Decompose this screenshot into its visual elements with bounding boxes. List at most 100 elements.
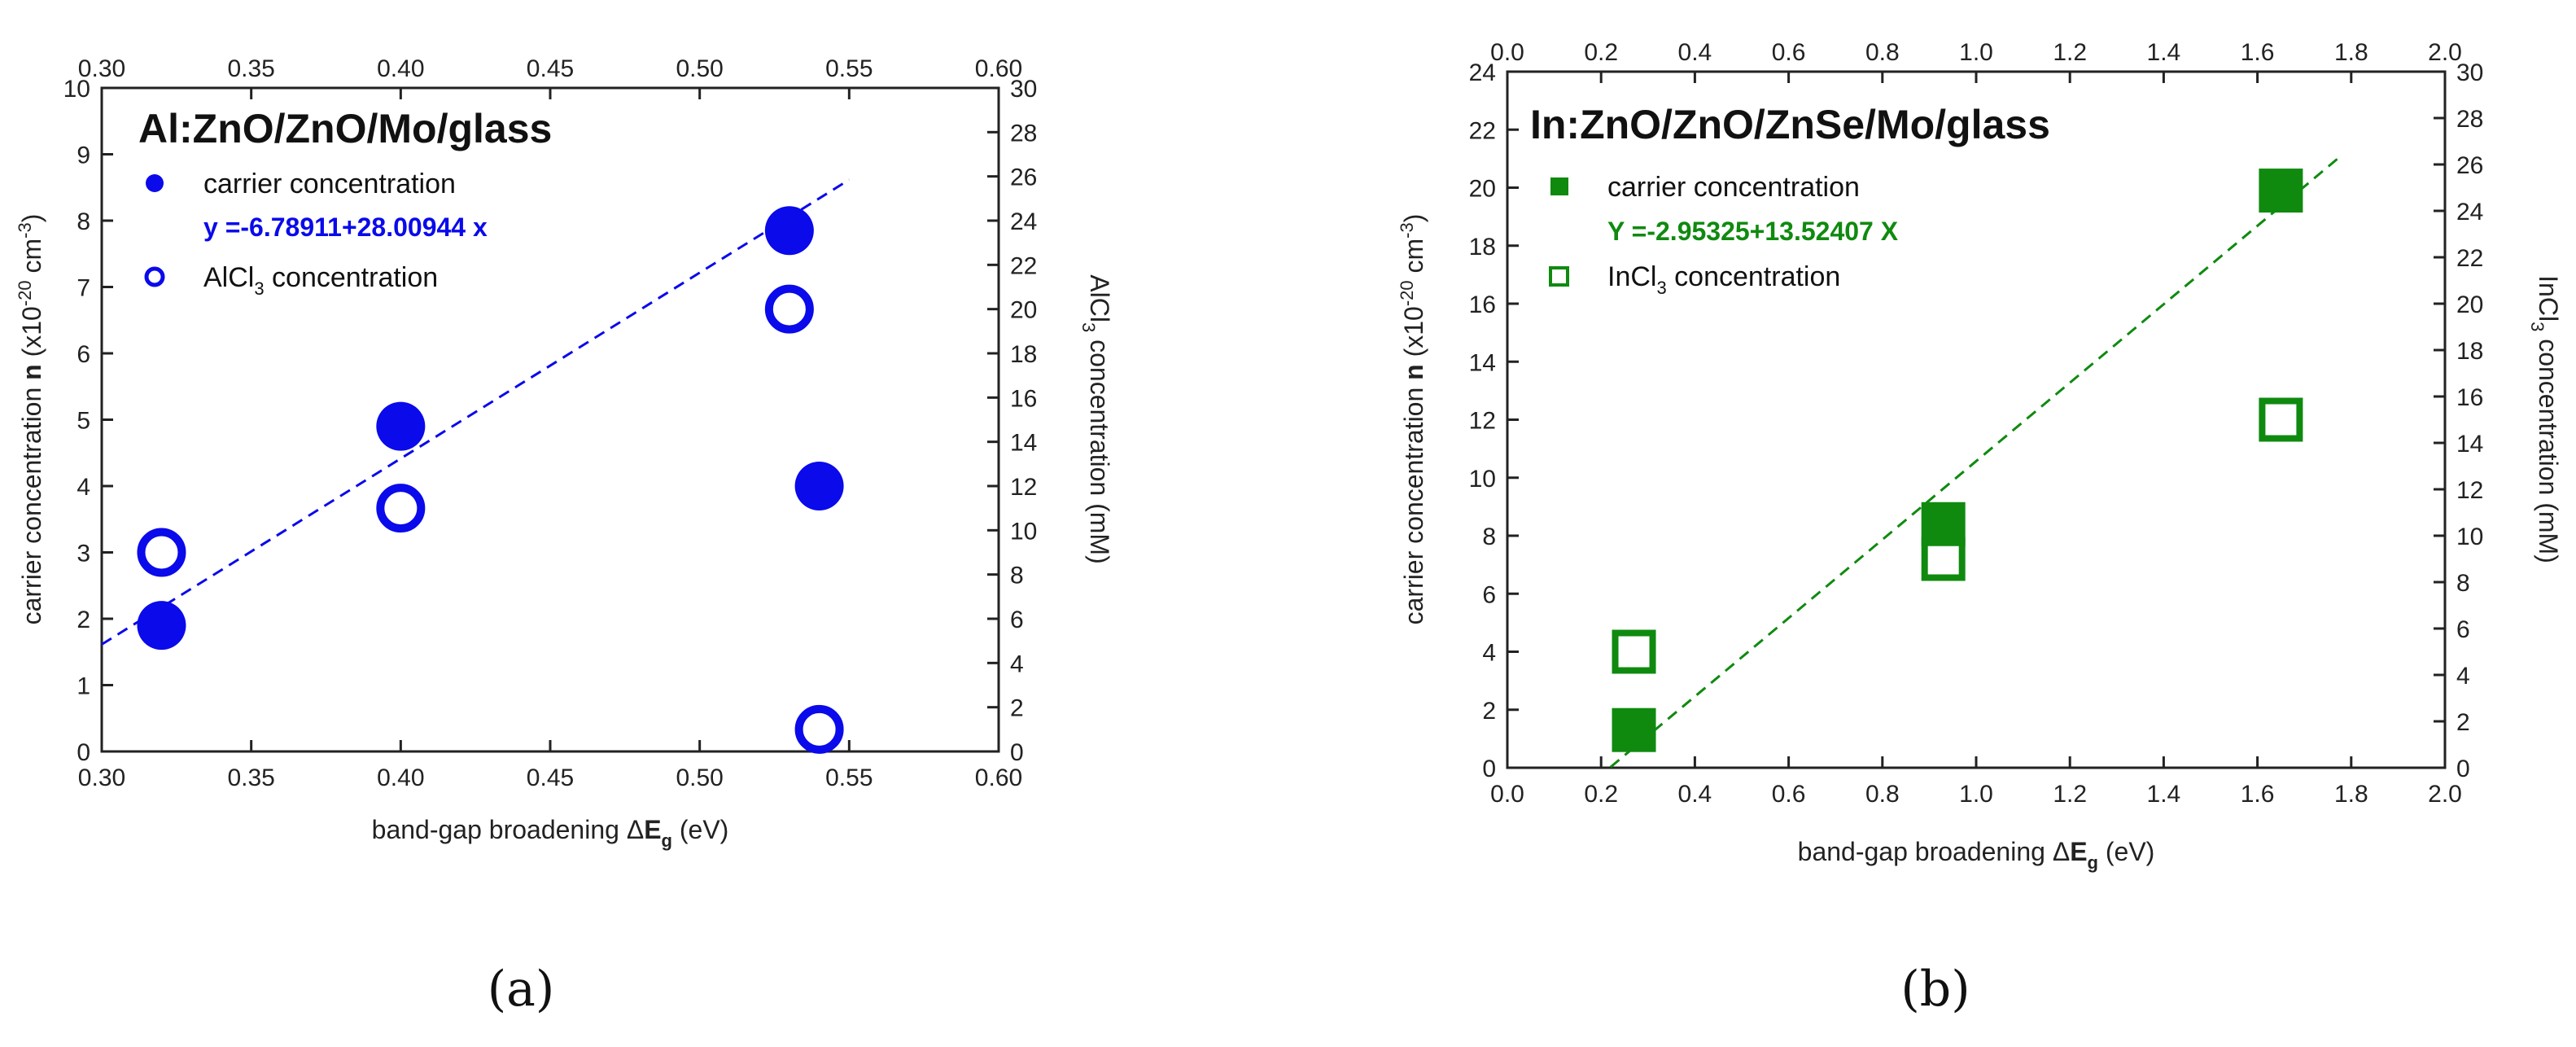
y2-tick-label-right: 16 — [2456, 384, 2483, 411]
y2-tick-label-right: 8 — [1010, 563, 1024, 589]
legend-open-square-icon — [1549, 266, 1569, 287]
y2-tick-label-right: 26 — [1010, 164, 1037, 191]
caption-b: (b) — [1900, 961, 1970, 1018]
y-axis-label-a: carrier concentration n (x10-20 cm-3) — [15, 214, 46, 625]
x-tick-label-top: 0.55 — [825, 55, 873, 82]
data-point-carrier — [376, 401, 426, 451]
y2-axis-label-a: AlCl3 concentration (mM) — [1078, 274, 1114, 563]
y-tick-label-left: 18 — [1469, 234, 1496, 261]
legend-salt-a: AlCl3 concentration — [203, 262, 438, 299]
y2-tick-label-right: 18 — [2456, 338, 2483, 365]
x-tick-label-top: 1.0 — [1959, 39, 1993, 66]
y-tick-label-left: 8 — [77, 208, 90, 235]
x-tick-label-bottom: 0.50 — [676, 764, 723, 791]
y-tick-label-left: 4 — [1482, 640, 1496, 667]
y2-tick-label-right: 12 — [2456, 477, 2483, 504]
y2-tick-label-right: 14 — [2456, 431, 2483, 458]
x-tick-label-bottom: 1.4 — [2147, 781, 2181, 808]
legend-filled-circle-icon — [146, 174, 164, 192]
y2-axis-label-b: InCl3 concentration (mM) — [2527, 275, 2563, 563]
x-axis-label-b: band-gap broadening ΔEg (eV) — [1798, 837, 2155, 873]
y2-tick-label-right: 12 — [1010, 474, 1037, 501]
data-point-salt — [1612, 629, 1656, 674]
x-tick-label-bottom: 0.60 — [975, 764, 1022, 791]
x-tick-label-top: 0.50 — [676, 55, 723, 82]
y-tick-label-left: 6 — [1482, 581, 1496, 608]
x-tick-label-top: 0.30 — [78, 55, 125, 82]
x-tick-label-top: 0.35 — [227, 55, 274, 82]
y2-tick-label-right: 4 — [1010, 651, 1024, 677]
y2-tick-label-right: 20 — [1010, 297, 1037, 324]
x-tick-label-top: 0.4 — [1678, 39, 1712, 66]
y2-tick-label-right: 6 — [1010, 607, 1024, 633]
caption-a: (a) — [488, 961, 555, 1018]
x-tick-label-top: 0.0 — [1490, 39, 1524, 66]
x-tick-label-top: 2.0 — [2428, 39, 2462, 66]
x-tick-label-top: 1.2 — [2053, 39, 2087, 66]
x-tick-label-bottom: 0.40 — [377, 764, 424, 791]
data-point-salt — [2259, 397, 2303, 442]
x-tick-label-top: 0.60 — [975, 55, 1022, 82]
data-point-carrier — [137, 601, 186, 651]
y-tick-label-left: 24 — [1469, 59, 1496, 86]
x-tick-label-bottom: 0.35 — [227, 764, 274, 791]
data-point-carrier — [764, 206, 814, 256]
x-tick-label-bottom: 1.2 — [2053, 781, 2087, 808]
axis-ticks-a: 0.30 0.30 0.35 0.35 0.40 0.40 0.45 0.45 0.50 0.50… — [63, 55, 1038, 791]
y2-tick-label-right: 30 — [1010, 76, 1037, 103]
legend-salt-b: InCl3 concentration — [1607, 261, 1840, 298]
x-tick-label-top: 0.6 — [1772, 39, 1806, 66]
chart-title-b: In:ZnO/ZnO/ZnSe/Mo/glass — [1530, 102, 2050, 147]
y-tick-label-left: 5 — [77, 408, 90, 435]
fit-line — [1609, 154, 2343, 769]
y-tick-label-left: 6 — [77, 341, 90, 368]
y-tick-label-left: 20 — [1469, 176, 1496, 203]
legend-carrier-a: carrier concentration — [203, 169, 456, 199]
x-tick-label-bottom: 0.45 — [527, 764, 574, 791]
data-point-carrier — [794, 462, 844, 510]
y2-tick-label-right: 24 — [1010, 208, 1037, 235]
x-tick-label-bottom: 1.6 — [2241, 781, 2275, 808]
x-tick-label-top: 0.45 — [527, 55, 574, 82]
y-tick-label-left: 3 — [77, 541, 90, 567]
y2-tick-label-right: 0 — [2456, 756, 2470, 782]
x-tick-label-top: 1.4 — [2147, 39, 2181, 66]
x-tick-label-bottom: 0.0 — [1490, 781, 1524, 808]
y-tick-label-left: 0 — [1482, 756, 1496, 782]
x-tick-label-top: 0.40 — [377, 55, 424, 82]
y-tick-label-left: 16 — [1469, 291, 1496, 318]
data-point-carrier — [2259, 169, 2303, 213]
y-tick-label-left: 2 — [1482, 698, 1496, 725]
x-tick-label-bottom: 0.4 — [1678, 781, 1712, 808]
y2-tick-label-right: 24 — [2456, 199, 2483, 226]
data-point-salt — [137, 528, 186, 577]
axis-ticks-b: 0.0 0.0 0.2 0.2 0.4 0.4 0.6 0.6 0.8 0.8 1.0 1.0 1.2 1… — [1469, 39, 2484, 808]
y2-tick-label-right: 10 — [2456, 524, 2483, 550]
y2-tick-label-right: 6 — [2456, 616, 2470, 643]
x-axis-label-a: band-gap broadening ΔEg (eV) — [372, 815, 729, 851]
x-tick-label-top: 1.8 — [2334, 39, 2368, 66]
data-point-salt — [1921, 537, 1966, 581]
y-axis-label-b: carrier concentration n (x10-20 cm-3) — [1397, 214, 1428, 625]
y-tick-label-left: 7 — [77, 275, 90, 302]
x-tick-label-bottom: 0.55 — [825, 764, 873, 791]
y2-tick-label-right: 16 — [1010, 385, 1037, 412]
legend-filled-square-icon — [1550, 177, 1568, 195]
fit-line-b — [1609, 154, 2343, 769]
data-point-salt — [376, 484, 426, 533]
x-tick-label-bottom: 0.6 — [1772, 781, 1806, 808]
chart-panel-a: 0.30 0.30 0.35 0.35 0.40 0.40 0.45 0.45 0.50 0.50… — [15, 55, 1114, 1018]
y2-tick-label-right: 22 — [1010, 252, 1037, 279]
x-tick-label-bottom: 1.8 — [2334, 781, 2368, 808]
y-tick-label-left: 4 — [77, 474, 90, 501]
y2-tick-label-right: 30 — [2456, 59, 2483, 86]
fit-equation-a: y =-6.78911+28.00944 x — [203, 212, 488, 242]
data-point-carrier — [1612, 707, 1656, 752]
y2-tick-label-right: 8 — [2456, 570, 2470, 597]
y-tick-label-left: 12 — [1469, 408, 1496, 435]
y2-tick-label-right: 2 — [1010, 695, 1024, 722]
y2-tick-label-right: 28 — [2456, 106, 2483, 133]
y-tick-label-left: 10 — [1469, 466, 1496, 493]
y-tick-label-left: 8 — [1482, 524, 1496, 550]
